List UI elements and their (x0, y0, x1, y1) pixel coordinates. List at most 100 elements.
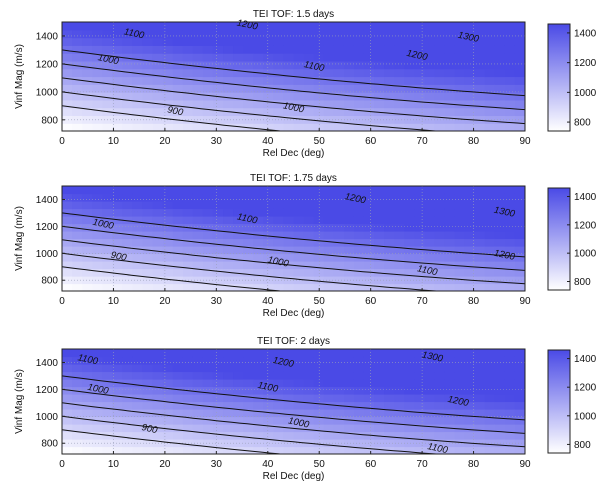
field-cell (434, 446, 446, 454)
field-cell (273, 253, 285, 262)
field-cell (162, 107, 174, 117)
field-cell (182, 446, 194, 454)
contour-line-1100 (62, 77, 525, 125)
field-cell (192, 431, 204, 440)
field-cell (464, 53, 476, 62)
field-cell (504, 84, 516, 93)
field-cell (333, 394, 345, 403)
field-cell (333, 99, 345, 109)
field-cell (223, 99, 234, 109)
field-cell (494, 379, 506, 388)
field-cell (343, 201, 355, 210)
field-cell (434, 386, 446, 395)
field-cell (353, 231, 365, 240)
field-cell (192, 371, 204, 380)
field-cell (414, 208, 425, 217)
field-cell (243, 349, 254, 358)
field-cell (394, 394, 405, 403)
field-cell (253, 76, 264, 85)
field-cell (333, 268, 345, 277)
colorbar-tick-label: 1000 (574, 88, 597, 99)
field-cell (182, 22, 194, 31)
field-cell (102, 186, 113, 195)
field-cell (303, 22, 315, 31)
field-cell (474, 123, 486, 131)
field-cell (172, 424, 184, 433)
field-cell (384, 68, 395, 78)
field-cell (152, 246, 164, 255)
field-cell (444, 53, 456, 62)
field-cell (353, 356, 365, 365)
field-cell (363, 349, 375, 358)
field-cell (142, 424, 154, 433)
x-tick-label: 60 (365, 459, 377, 470)
field-cell (384, 246, 395, 255)
field-cell (283, 386, 295, 395)
field-cell (102, 53, 113, 62)
field-cell (474, 37, 486, 46)
field-cell (243, 253, 254, 262)
field-cell (404, 268, 415, 277)
field-cell (82, 386, 93, 395)
field-cell (223, 29, 234, 39)
field-cell (363, 253, 375, 262)
field-cell (273, 92, 285, 101)
field-cell (273, 394, 285, 403)
field-cell (162, 22, 174, 31)
field-cell (223, 68, 234, 78)
field-cell (142, 261, 154, 270)
field-cell (293, 84, 305, 93)
field-cell (182, 238, 194, 247)
field-cell (92, 439, 103, 448)
field-cell (504, 223, 516, 232)
field-cell (253, 409, 264, 418)
field-cell (474, 186, 486, 195)
field-cell (384, 386, 395, 395)
field-cell (283, 356, 295, 365)
field-cell (172, 216, 184, 225)
field-cell (374, 84, 385, 93)
field-cell (102, 356, 113, 365)
field-cell (132, 60, 144, 70)
field-cell (323, 379, 335, 388)
field-cell (192, 394, 204, 403)
field-cell (484, 84, 496, 93)
field-cell (253, 386, 264, 395)
field-cell (202, 45, 214, 54)
field-cell (343, 261, 355, 270)
field-cell (62, 193, 73, 202)
field-cell (202, 364, 214, 373)
field-cell (353, 431, 365, 440)
field-cell (102, 99, 113, 109)
field-cell (454, 68, 466, 78)
contour-label: 1000 (282, 100, 306, 115)
field-cell (343, 22, 355, 31)
field-cell (273, 231, 285, 240)
field-cell (293, 379, 305, 388)
field-cell (273, 186, 285, 195)
field-cell (424, 394, 436, 403)
field-cell (212, 409, 224, 418)
field-cell (122, 115, 134, 124)
field-cell (92, 53, 103, 62)
field-cell (172, 349, 184, 358)
field-cell (484, 261, 496, 270)
field-cell (343, 446, 355, 454)
field-cell (514, 193, 525, 202)
field-cell (102, 394, 113, 403)
field-cell (394, 22, 405, 31)
field-cell (333, 409, 345, 418)
field-cell (132, 68, 144, 78)
field-cell (434, 68, 446, 78)
field-cell (192, 22, 204, 31)
field-cell (444, 356, 456, 365)
field-cell (444, 22, 456, 31)
field-cell (243, 37, 254, 46)
field-cell (112, 268, 123, 277)
field-cell (142, 446, 154, 454)
field-cell (514, 268, 525, 277)
field-cell (414, 223, 425, 232)
field-cell (132, 379, 144, 388)
field-cell (494, 246, 506, 255)
